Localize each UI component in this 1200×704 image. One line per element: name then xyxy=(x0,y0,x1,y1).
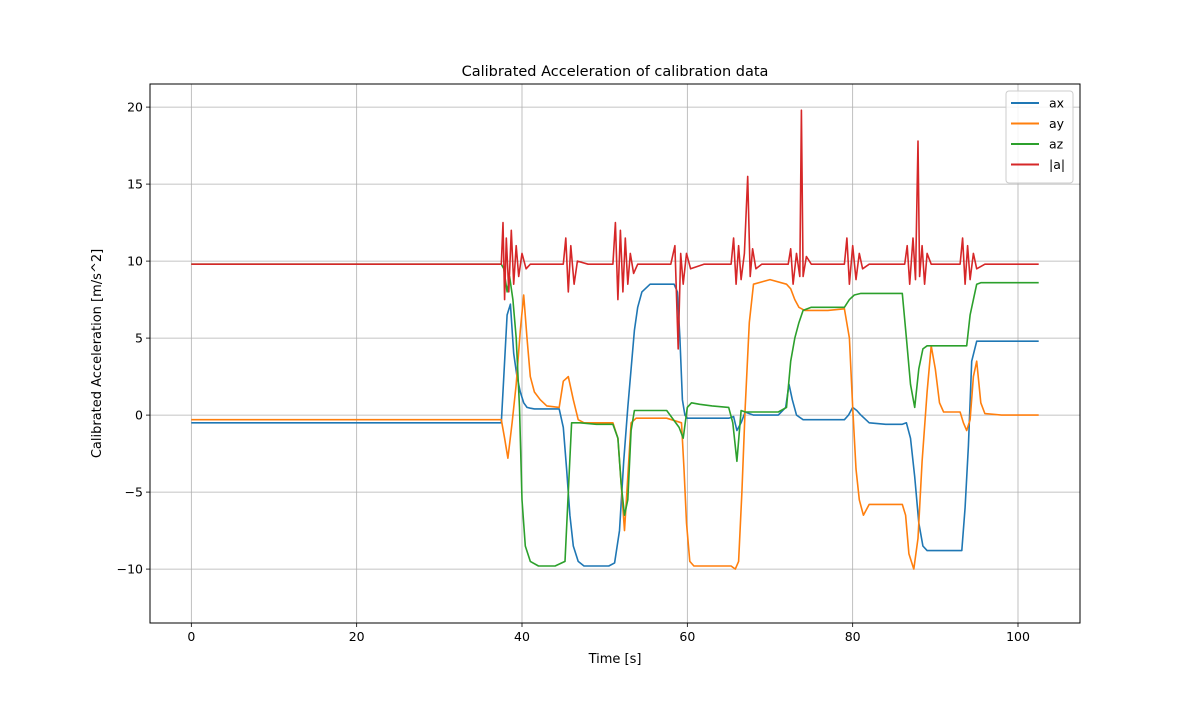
y-tick-label: 0 xyxy=(135,408,143,423)
y-tick-label: 5 xyxy=(135,331,143,346)
series-line-az xyxy=(191,263,1039,567)
series-line-a-magnitude xyxy=(191,109,1039,350)
x-tick-label: 0 xyxy=(187,629,195,644)
series-layer xyxy=(191,109,1039,570)
y-tick-label: 15 xyxy=(127,177,143,192)
grid xyxy=(150,84,1080,623)
y-tick-label: −10 xyxy=(117,562,143,577)
x-tick-label: 40 xyxy=(514,629,530,644)
legend: ax ay az |a| xyxy=(1005,90,1074,184)
y-tick-label: 20 xyxy=(127,100,143,115)
legend-label: |a| xyxy=(1049,157,1065,172)
legend-box xyxy=(1005,90,1074,184)
series-line-ay xyxy=(191,278,1039,570)
series-line-ax xyxy=(191,283,1039,567)
chart-title: Calibrated Acceleration of calibration d… xyxy=(462,64,769,80)
legend-label: ay xyxy=(1049,116,1065,131)
y-tick-label: 10 xyxy=(127,254,143,269)
x-tick-label: 100 xyxy=(1006,629,1030,644)
x-axis-label: Time [s] xyxy=(588,652,642,667)
legend-label: az xyxy=(1049,137,1064,152)
y-axis-label: Calibrated Acceleration [m/s^2] xyxy=(90,249,105,458)
axes: 0 20 40 60 80 100 −10 −5 0 5 10 15 20 xyxy=(117,100,1030,644)
x-tick-label: 20 xyxy=(349,629,365,644)
x-tick-label: 60 xyxy=(679,629,695,644)
plot-frame xyxy=(149,83,1081,624)
x-tick-label: 80 xyxy=(845,629,861,644)
y-tick-label: −5 xyxy=(125,485,143,500)
legend-label: ax xyxy=(1049,96,1064,111)
